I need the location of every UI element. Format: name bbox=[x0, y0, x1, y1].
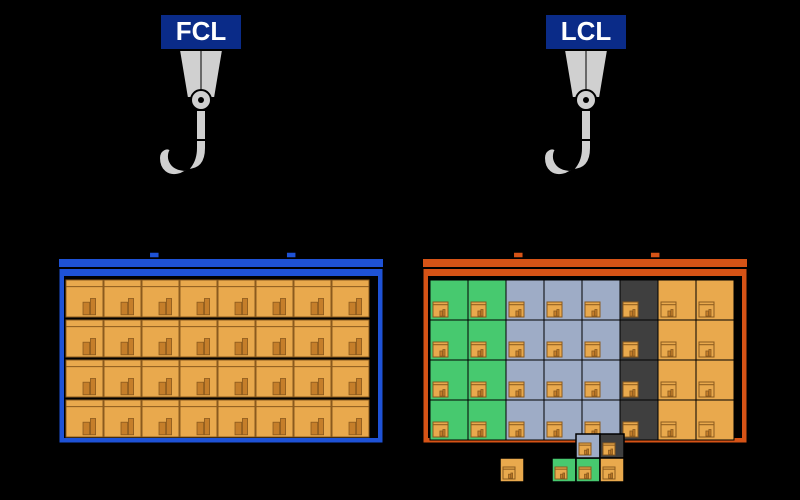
right-inner-box bbox=[433, 302, 448, 317]
left-box bbox=[180, 360, 217, 397]
left-rivet bbox=[198, 97, 204, 103]
right-inner-box bbox=[509, 302, 524, 317]
right-inner-box bbox=[547, 422, 562, 437]
right-inner-box bbox=[585, 382, 600, 397]
left-box bbox=[180, 400, 217, 437]
left-box bbox=[142, 320, 179, 357]
legend-item bbox=[576, 458, 600, 482]
right-inner-box bbox=[623, 422, 638, 437]
left-box bbox=[66, 360, 103, 397]
right-inner-box bbox=[433, 422, 448, 437]
left-box bbox=[66, 400, 103, 437]
fcl-lcl-diagram: FCL LCL bbox=[0, 0, 800, 500]
right-inner-box bbox=[471, 422, 486, 437]
right-inner-box bbox=[661, 382, 676, 397]
left-box bbox=[294, 320, 331, 357]
right-inner-box bbox=[699, 382, 714, 397]
left-box bbox=[66, 320, 103, 357]
left-box bbox=[218, 360, 255, 397]
right-inner-box bbox=[699, 422, 714, 437]
legend-mini-box bbox=[579, 443, 591, 455]
legend-item bbox=[552, 458, 576, 482]
right-inner-box bbox=[547, 342, 562, 357]
left-box bbox=[142, 400, 179, 437]
right-inner-box bbox=[471, 342, 486, 357]
legend-mini-box bbox=[555, 467, 567, 479]
right-inner-box bbox=[509, 382, 524, 397]
right-inner-box bbox=[661, 302, 676, 317]
right-inner-box bbox=[509, 342, 524, 357]
right-inner-box bbox=[699, 302, 714, 317]
right-inner-box bbox=[661, 342, 676, 357]
right-lug-left bbox=[513, 252, 523, 258]
left-box bbox=[104, 360, 141, 397]
legend-item bbox=[500, 458, 524, 482]
legend-mini-box bbox=[603, 467, 615, 479]
left-box bbox=[256, 360, 293, 397]
left-box bbox=[218, 400, 255, 437]
left-box bbox=[332, 280, 369, 317]
left-box bbox=[294, 360, 331, 397]
left-shank bbox=[196, 110, 206, 140]
right-rivet bbox=[583, 97, 589, 103]
right-inner-box bbox=[699, 342, 714, 357]
right-lug-right bbox=[650, 252, 660, 258]
legend-mini-box bbox=[603, 443, 615, 455]
right-label: LCL bbox=[561, 16, 612, 46]
left-box bbox=[332, 400, 369, 437]
left-box bbox=[104, 400, 141, 437]
left-lug-left bbox=[149, 252, 159, 258]
left-box bbox=[256, 280, 293, 317]
right-inner-box bbox=[585, 342, 600, 357]
left-box bbox=[256, 320, 293, 357]
legend-item bbox=[600, 458, 624, 482]
left-box bbox=[142, 360, 179, 397]
left-box bbox=[294, 280, 331, 317]
left-box bbox=[66, 280, 103, 317]
legend-item bbox=[576, 434, 600, 458]
legend-item bbox=[600, 434, 624, 458]
right-inner-box bbox=[471, 382, 486, 397]
left-top-rail bbox=[58, 258, 384, 268]
left-box bbox=[332, 360, 369, 397]
left-box bbox=[256, 400, 293, 437]
legend-mini-box bbox=[579, 467, 591, 479]
right-inner-box bbox=[547, 302, 562, 317]
right-inner-box bbox=[585, 302, 600, 317]
left-lug-right bbox=[286, 252, 296, 258]
right-top-rail bbox=[422, 258, 748, 268]
legend-mini-box bbox=[503, 467, 515, 479]
left-box bbox=[218, 280, 255, 317]
right-inner-box bbox=[623, 302, 638, 317]
left-label: FCL bbox=[176, 16, 227, 46]
left-box bbox=[218, 320, 255, 357]
left-box bbox=[332, 320, 369, 357]
left-box bbox=[104, 280, 141, 317]
right-inner-box bbox=[509, 422, 524, 437]
left-box bbox=[142, 280, 179, 317]
right-inner-box bbox=[623, 382, 638, 397]
right-shank bbox=[581, 110, 591, 140]
left-box bbox=[104, 320, 141, 357]
left-box bbox=[294, 400, 331, 437]
left-box bbox=[180, 320, 217, 357]
right-inner-box bbox=[623, 342, 638, 357]
right-inner-box bbox=[433, 382, 448, 397]
right-inner-box bbox=[471, 302, 486, 317]
left-box bbox=[180, 280, 217, 317]
right-inner-box bbox=[547, 382, 562, 397]
right-inner-box bbox=[433, 342, 448, 357]
right-cargo bbox=[430, 280, 734, 440]
right-inner-box bbox=[661, 422, 676, 437]
